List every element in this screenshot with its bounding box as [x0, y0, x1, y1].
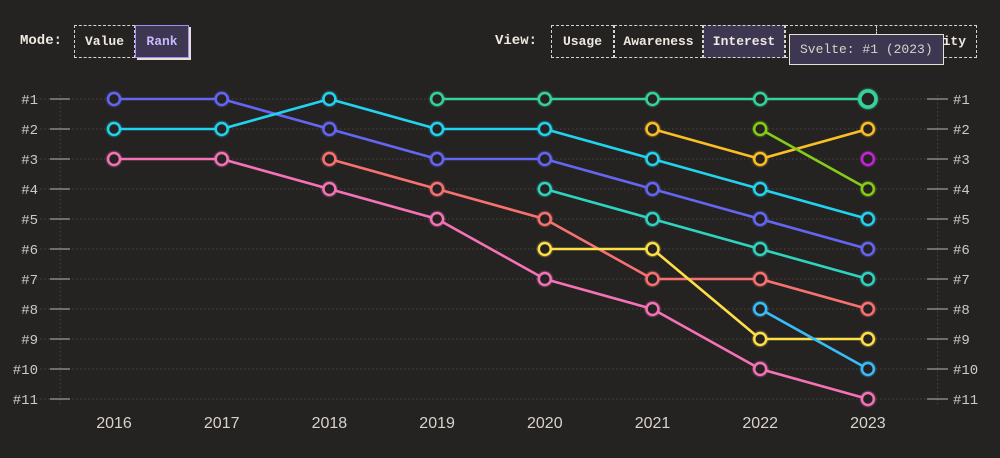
svg-text:#3: #3	[953, 153, 970, 169]
svg-text:#9: #9	[21, 333, 38, 349]
svg-text:2021: 2021	[635, 415, 671, 432]
svg-text:#1: #1	[953, 93, 970, 109]
svg-text:2018: 2018	[312, 415, 348, 432]
svg-text:2020: 2020	[527, 415, 563, 432]
svg-text:#2: #2	[21, 123, 38, 139]
svg-text:#4: #4	[21, 183, 38, 199]
svg-text:2019: 2019	[419, 415, 455, 432]
svg-text:#7: #7	[21, 273, 38, 289]
svg-text:#10: #10	[13, 363, 38, 379]
svg-text:#1: #1	[21, 93, 38, 109]
svg-text:#7: #7	[953, 273, 970, 289]
svg-text:#9: #9	[953, 333, 970, 349]
svg-text:2023: 2023	[850, 415, 886, 432]
svg-text:#11: #11	[953, 393, 978, 409]
svg-text:#6: #6	[21, 243, 38, 259]
svg-text:#8: #8	[21, 303, 38, 319]
svg-text:2016: 2016	[96, 415, 132, 432]
svg-text:#2: #2	[953, 123, 970, 139]
svg-text:#5: #5	[953, 213, 970, 229]
svg-text:#10: #10	[953, 363, 978, 379]
svg-text:#6: #6	[953, 243, 970, 259]
svg-text:#3: #3	[21, 153, 38, 169]
svg-text:#4: #4	[953, 183, 970, 199]
svg-text:2017: 2017	[204, 415, 240, 432]
svg-text:2022: 2022	[742, 415, 778, 432]
svg-text:#5: #5	[21, 213, 38, 229]
svg-text:#11: #11	[13, 393, 38, 409]
svg-text:#8: #8	[953, 303, 970, 319]
